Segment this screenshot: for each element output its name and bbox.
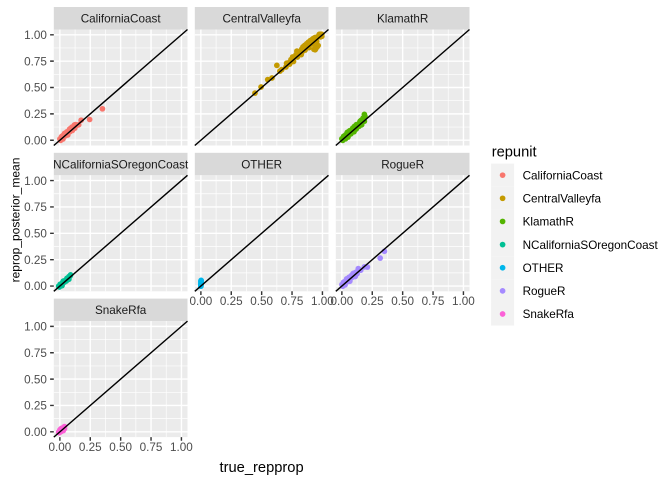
- svg-text:0.50: 0.50: [109, 441, 132, 454]
- svg-text:NCaliforniaSOregonCoast: NCaliforniaSOregonCoast: [523, 239, 659, 252]
- svg-text:0.75: 0.75: [24, 201, 47, 214]
- svg-text:1.00: 1.00: [170, 441, 193, 454]
- svg-text:CaliforniaCoast: CaliforniaCoast: [523, 169, 604, 182]
- svg-text:0.50: 0.50: [24, 373, 47, 386]
- svg-text:1.00: 1.00: [311, 295, 334, 308]
- svg-text:OTHER: OTHER: [523, 262, 564, 275]
- svg-text:RogueR: RogueR: [523, 285, 566, 298]
- svg-text:OTHER: OTHER: [241, 158, 282, 171]
- svg-text:0.50: 0.50: [250, 295, 273, 308]
- svg-text:0.25: 0.25: [361, 295, 384, 308]
- svg-text:KlamathR: KlamathR: [377, 12, 428, 25]
- svg-text:0.00: 0.00: [190, 295, 213, 308]
- svg-text:reprop_posterior_mean: reprop_posterior_mean: [9, 158, 23, 283]
- svg-text:0.75: 0.75: [281, 295, 304, 308]
- svg-text:0.00: 0.00: [24, 426, 47, 439]
- svg-text:0.25: 0.25: [24, 400, 47, 413]
- svg-text:0.75: 0.75: [24, 347, 47, 360]
- svg-text:SnakeRfa: SnakeRfa: [523, 308, 575, 321]
- svg-text:NCaliforniaSOregonCoast: NCaliforniaSOregonCoast: [53, 158, 189, 171]
- svg-text:KlamathR: KlamathR: [523, 216, 574, 229]
- svg-text:CaliforniaCoast: CaliforniaCoast: [81, 12, 162, 25]
- svg-text:true_repprop: true_repprop: [220, 460, 304, 476]
- svg-text:0.50: 0.50: [24, 228, 47, 241]
- svg-text:0.25: 0.25: [24, 254, 47, 267]
- svg-text:0.25: 0.25: [79, 441, 102, 454]
- svg-text:0.25: 0.25: [220, 295, 243, 308]
- svg-text:0.00: 0.00: [24, 280, 47, 293]
- svg-text:1.00: 1.00: [24, 321, 47, 334]
- svg-text:RogueR: RogueR: [381, 158, 424, 171]
- svg-text:0.00: 0.00: [24, 134, 47, 147]
- svg-text:repunit: repunit: [492, 145, 537, 161]
- svg-text:0.75: 0.75: [24, 55, 47, 68]
- svg-text:1.00: 1.00: [24, 29, 47, 42]
- svg-text:1.00: 1.00: [24, 175, 47, 188]
- svg-text:0.75: 0.75: [422, 295, 445, 308]
- svg-text:0.00: 0.00: [49, 441, 72, 454]
- svg-text:SnakeRfa: SnakeRfa: [95, 304, 147, 317]
- svg-text:0.50: 0.50: [391, 295, 414, 308]
- svg-text:0.25: 0.25: [24, 108, 47, 121]
- svg-text:0.50: 0.50: [24, 82, 47, 95]
- svg-text:1.00: 1.00: [452, 295, 475, 308]
- svg-text:0.00: 0.00: [331, 295, 354, 308]
- svg-text:0.75: 0.75: [140, 441, 163, 454]
- svg-text:CentralValleyfa: CentralValleyfa: [523, 193, 602, 206]
- svg-text:CentralValleyfa: CentralValleyfa: [222, 12, 301, 25]
